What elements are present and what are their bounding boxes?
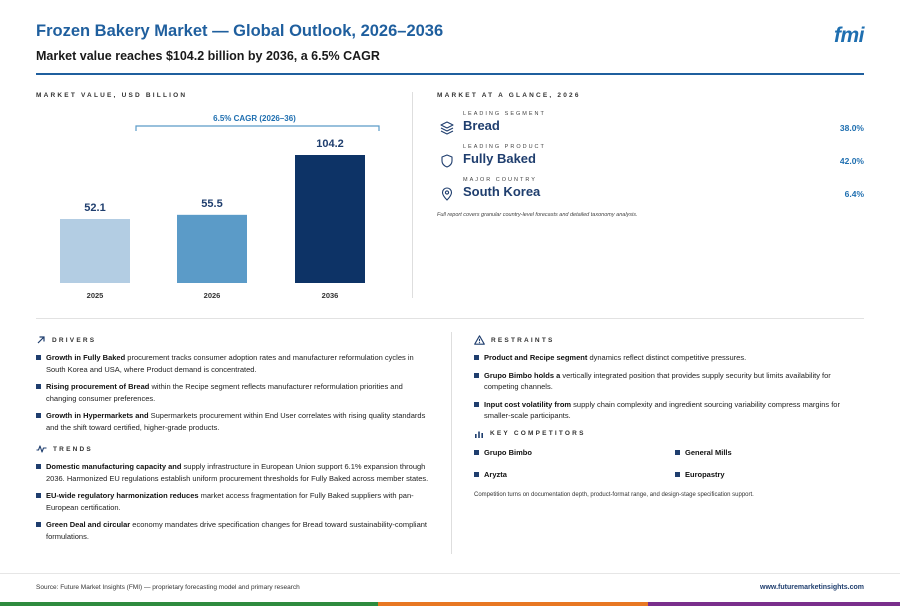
footer-color-band (0, 602, 900, 606)
trends-list: Domestic manufacturing capacity and supp… (36, 461, 432, 542)
glance-share: 6.4% (844, 189, 864, 199)
list-item: Growth in Fully Baked procurement tracks… (36, 352, 432, 375)
restraints-heading: RESTRAINTS (474, 334, 864, 346)
fmi-logo: fmi (834, 24, 865, 47)
item-lead: Growth in Hypermarkets and (46, 411, 149, 420)
glance-kicker: MAJOR COUNTRY (463, 177, 537, 183)
item-text: vertically integrated position that prov… (484, 370, 831, 392)
competitor-item: Grupo Bimbo (474, 448, 675, 458)
item-lead: Green Deal and circular (46, 520, 131, 529)
footer-website-link[interactable]: www.futuremarketinsights.com (760, 584, 864, 591)
section-divider (36, 318, 864, 319)
item-lead: Rising procurement of Bread (46, 382, 150, 391)
footer-divider (0, 573, 900, 574)
header-divider (36, 73, 864, 75)
item-text: Supermarkets procurement within End User… (46, 411, 426, 432)
glance-share: 38.0% (839, 123, 864, 133)
vertical-divider (451, 332, 452, 554)
x-tick-label: 2025 (87, 291, 104, 300)
shield-icon (441, 154, 453, 168)
competitor-item: Europastry (675, 470, 865, 480)
trends-label: TRENDS (53, 445, 93, 453)
list-item: Green Deal and circular economy mandates… (36, 519, 432, 542)
competitor-item: Aryzta (474, 470, 675, 480)
chart-section-label: MARKET VALUE, USD BILLION (36, 92, 188, 99)
item-lead: Input cost volatility from (484, 399, 572, 409)
cagr-bracket (135, 125, 380, 131)
restraints-competitors-column: RESTRAINTS Product and Recipe segment dy… (474, 334, 864, 498)
glance-value: South Korea (463, 184, 541, 199)
color-band-segment (0, 602, 378, 606)
glance-value: Bread (463, 118, 500, 133)
glance-leading-segment: LEADING SEGMENT Bread 38.0% (437, 111, 864, 144)
list-item: Domestic manufacturing capacity and supp… (36, 461, 432, 484)
item-lead: Domestic manufacturing capacity and (46, 462, 182, 471)
bar-value-label: 52.1 (84, 202, 105, 214)
drivers-label: DRIVERS (52, 336, 97, 344)
page-title: Frozen Bakery Market — Global Outlook, 2… (36, 22, 444, 40)
glance-leading-product: LEADING PRODUCT Fully Baked 42.0% (437, 144, 864, 177)
list-item: Rising procurement of Bread within the R… (36, 381, 432, 404)
bar-chart-icon (475, 431, 483, 438)
list-item: Input cost volatility from supply chain … (474, 399, 864, 422)
location-pin-icon (441, 187, 453, 201)
competitors-note: Competition turns on documentation depth… (474, 491, 754, 498)
page-subtitle: Market value reaches $104.2 billion by 2… (36, 49, 380, 63)
bar-2026 (177, 214, 247, 283)
warning-triangle-icon (474, 335, 485, 345)
competitors-grid: Grupo Bimbo General Mills Aryzta Europas… (474, 448, 864, 480)
glance-kicker: LEADING SEGMENT (463, 111, 546, 117)
list-item: EU-wide regulatory harmonization reduces… (36, 490, 432, 513)
bar-chart-svg: 52.1 2025 55.5 2026 104.2 2036 6.5% CAGR (2026… (60, 114, 380, 300)
arrow-up-right-icon (37, 336, 45, 344)
glance-kicker: LEADING PRODUCT (463, 144, 546, 150)
cagr-annotation: 6.5% CAGR (2026–36) (213, 114, 296, 123)
trend-line-icon (36, 445, 47, 453)
vertical-divider (412, 92, 413, 298)
competitor-item: General Mills (675, 448, 865, 458)
color-band-segment (648, 602, 900, 606)
color-band-segment (378, 602, 648, 606)
glance-share: 42.0% (839, 156, 864, 166)
list-item: Growth in Hypermarkets and Supermarkets … (36, 410, 432, 433)
report-header: Frozen Bakery Market — Global Outlook, 2… (36, 22, 865, 63)
competitors-heading: KEY COMPETITORS (474, 428, 864, 440)
list-item: Product and Recipe segment dynamics refl… (474, 352, 864, 364)
restraints-label: RESTRAINTS (491, 336, 555, 344)
competitors-label: KEY COMPETITORS (490, 430, 586, 437)
item-lead: Product and Recipe segment (484, 353, 588, 362)
bar-value-label: 104.2 (316, 138, 344, 150)
bar-2025 (60, 219, 130, 283)
glance-note: Full report covers granular country-leve… (437, 212, 638, 218)
item-lead: EU-wide regulatory harmonization reduces (46, 491, 199, 500)
x-tick-label: 2026 (204, 291, 221, 300)
bar-value-label: 55.5 (201, 198, 222, 210)
trends-heading: TRENDS (36, 443, 432, 455)
item-text: supply chain complexity and ingredient s… (484, 399, 840, 421)
footer-source: Source: Future Market Insights (FMI) — p… (36, 584, 300, 591)
item-text: supply infrastructure in European Union … (46, 462, 429, 483)
glance-section-label: MARKET AT A GLANCE, 2026 (437, 92, 581, 99)
market-at-a-glance: MARKET AT A GLANCE, 2026 LEADING SEGMENT… (437, 92, 864, 218)
item-lead: Grupo Bimbo holds a (484, 370, 561, 380)
item-lead: Growth in Fully Baked (46, 353, 126, 362)
item-text: within the Recipe segment reflects manuf… (46, 382, 403, 403)
item-text: dynamics reflect distinct competitive pr… (587, 353, 747, 362)
market-value-chart: MARKET VALUE, USD BILLION 52.1 2025 55.5 20… (36, 92, 406, 302)
restraints-list: Product and Recipe segment dynamics refl… (474, 352, 864, 422)
drivers-heading: DRIVERS (36, 334, 432, 346)
drivers-list: Growth in Fully Baked procurement tracks… (36, 352, 432, 433)
list-item: Grupo Bimbo holds a vertically integrate… (474, 370, 864, 393)
item-text: procurement tracks consumer adoption rat… (46, 353, 414, 374)
glance-major-country: MAJOR COUNTRY South Korea 6.4% (437, 177, 864, 210)
item-text: economy mandates drive specification cha… (46, 520, 428, 541)
glance-value: Fully Baked (463, 151, 536, 166)
layers-icon (440, 121, 454, 135)
bar-2036 (295, 155, 365, 283)
item-text: market access fragmentation for Fully Ba… (46, 491, 414, 512)
drivers-trends-column: DRIVERS Growth in Fully Baked procuremen… (36, 334, 432, 548)
x-tick-label: 2036 (322, 291, 339, 300)
